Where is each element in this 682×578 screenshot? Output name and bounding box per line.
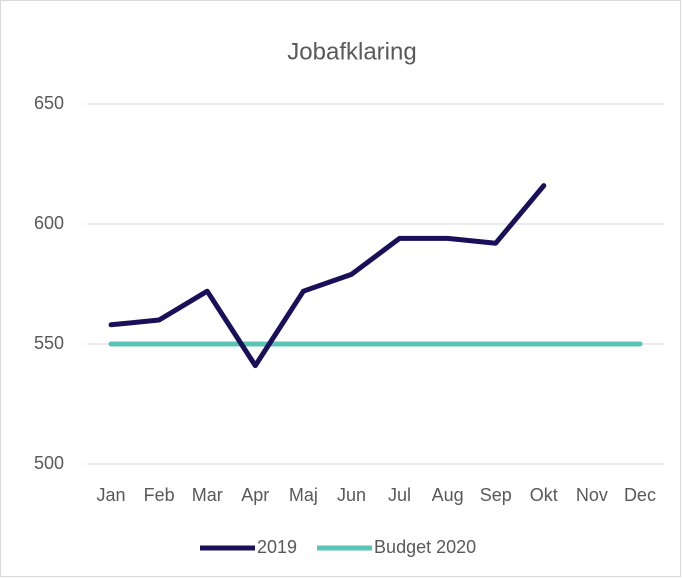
x-tick-label: Aug <box>432 485 464 505</box>
x-tick-label: Mar <box>192 485 223 505</box>
x-tick-label: Apr <box>241 485 269 505</box>
x-tick-label: Feb <box>144 485 175 505</box>
x-tick-label: Jun <box>337 485 366 505</box>
y-tick-label: 600 <box>34 213 64 233</box>
series-line <box>108 183 547 369</box>
x-tick-label: Maj <box>289 485 318 505</box>
legend-label: Budget 2020 <box>374 537 476 557</box>
x-tick-label: Okt <box>530 485 558 505</box>
y-tick-label: 550 <box>34 333 64 353</box>
x-tick-label: Nov <box>576 485 608 505</box>
x-tick-label: Dec <box>624 485 656 505</box>
y-tick-label: 650 <box>34 93 64 113</box>
x-tick-label: Jan <box>97 485 126 505</box>
x-tick-label: Jul <box>388 485 411 505</box>
legend-label: 2019 <box>257 537 297 557</box>
chart-title: Jobafklaring <box>287 38 416 65</box>
x-tick-label: Sep <box>480 485 512 505</box>
y-tick-label: 500 <box>34 453 64 473</box>
